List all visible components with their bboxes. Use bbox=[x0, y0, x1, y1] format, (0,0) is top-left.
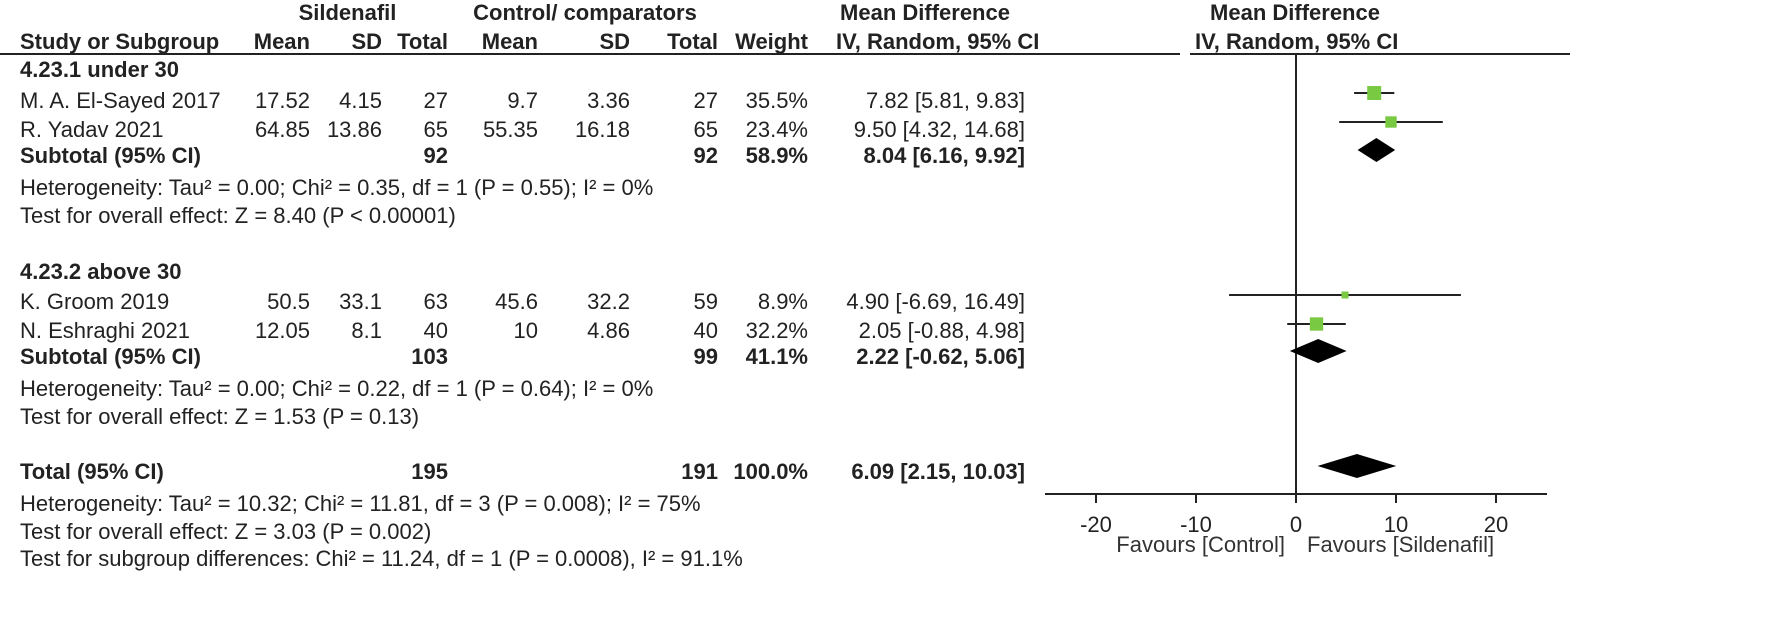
col-sd2: SD bbox=[599, 29, 630, 54]
x-tick-label: -10 bbox=[1180, 512, 1212, 537]
col-total1: Total bbox=[397, 29, 448, 54]
total2: 40 bbox=[693, 318, 718, 343]
total1: 92 bbox=[423, 143, 448, 168]
sd2: 4.86 bbox=[587, 318, 630, 343]
total1: 27 bbox=[423, 88, 448, 113]
total1: 65 bbox=[423, 117, 448, 142]
weight: 32.2% bbox=[745, 318, 808, 343]
col-weight: Weight bbox=[735, 29, 808, 54]
col-md: IV, Random, 95% CI bbox=[836, 29, 1040, 54]
header-rule bbox=[0, 53, 1180, 55]
total1: 195 bbox=[411, 459, 448, 484]
mean2: 45.6 bbox=[495, 289, 538, 314]
col-study: Study or Subgroup bbox=[20, 29, 220, 54]
ci: 2.22 [-0.62, 5.06] bbox=[856, 344, 1025, 369]
mean2: 10 bbox=[513, 318, 538, 343]
subtotal-label: Subtotal (95% CI) bbox=[20, 344, 201, 369]
forest-marks bbox=[1229, 86, 1461, 478]
mean2: 9.7 bbox=[507, 88, 538, 113]
weight: 35.5% bbox=[745, 88, 808, 113]
total1: 63 bbox=[423, 289, 448, 314]
weight: 58.9% bbox=[745, 143, 808, 168]
sd2: 3.36 bbox=[587, 88, 630, 113]
total2: 99 bbox=[693, 344, 718, 369]
heterogeneity-text: Heterogeneity: Tau² = 0.00; Chi² = 0.35,… bbox=[20, 175, 654, 200]
mean1: 17.52 bbox=[254, 88, 310, 113]
x-axis-ticks: -20 -10 0 10 20 bbox=[1080, 494, 1508, 537]
overall-effect-text: Test for overall effect: Z = 8.40 (P < 0… bbox=[20, 203, 456, 228]
study-name: K. Groom 2019 bbox=[20, 289, 170, 314]
total2: 92 bbox=[693, 143, 718, 168]
favours-right-label: Favours [Sildenafil] bbox=[1307, 532, 1494, 557]
overall-effect-text: Test for overall effect: Z = 3.03 (P = 0… bbox=[20, 519, 432, 544]
study-name: M. A. El-Sayed 2017 bbox=[20, 88, 221, 113]
sd1: 33.1 bbox=[339, 289, 382, 314]
heterogeneity-text: Heterogeneity: Tau² = 10.32; Chi² = 11.8… bbox=[20, 491, 701, 516]
total2: 27 bbox=[693, 88, 718, 113]
total2: 191 bbox=[681, 459, 718, 484]
weight: 23.4% bbox=[745, 117, 808, 142]
total1: 40 bbox=[423, 318, 448, 343]
x-tick-label: -20 bbox=[1080, 512, 1112, 537]
ci: 2.05 [-0.88, 4.98] bbox=[858, 318, 1025, 343]
plot-title: Mean Difference bbox=[1210, 0, 1380, 25]
group2-title: Control/ comparators bbox=[473, 0, 697, 25]
ci: 4.90 [-6.69, 16.49] bbox=[846, 289, 1025, 314]
favours-left-label: Favours [Control] bbox=[1116, 532, 1285, 557]
study-square bbox=[1309, 317, 1324, 331]
sd1: 8.1 bbox=[351, 318, 382, 343]
col-total2: Total bbox=[667, 29, 718, 54]
mean1: 50.5 bbox=[267, 289, 310, 314]
study-name: R. Yadav 2021 bbox=[20, 117, 164, 142]
pooled-diamond bbox=[1317, 454, 1397, 478]
col-mean1: Mean bbox=[253, 29, 310, 54]
sd2: 32.2 bbox=[587, 289, 630, 314]
heterogeneity-text: Heterogeneity: Tau² = 0.00; Chi² = 0.22,… bbox=[20, 376, 654, 401]
group1-title: Sildenafil bbox=[298, 0, 397, 25]
md-title: Mean Difference bbox=[840, 0, 1010, 25]
weight: 8.9% bbox=[757, 289, 808, 314]
total2: 65 bbox=[693, 117, 718, 142]
mean2: 55.35 bbox=[482, 117, 538, 142]
study-square bbox=[1341, 291, 1349, 299]
pooled-diamond bbox=[1289, 339, 1347, 363]
total2: 59 bbox=[693, 289, 718, 314]
weight: 100.0% bbox=[733, 459, 808, 484]
ci: 6.09 [2.15, 10.03] bbox=[851, 459, 1025, 484]
total1: 103 bbox=[411, 344, 448, 369]
study-name: N. Eshraghi 2021 bbox=[20, 318, 190, 343]
sd2: 16.18 bbox=[574, 117, 630, 142]
plot-subtitle: IV, Random, 95% CI bbox=[1195, 29, 1399, 54]
mean1: 12.05 bbox=[254, 318, 310, 343]
overall-effect-text: Test for overall effect: Z = 1.53 (P = 0… bbox=[20, 404, 420, 429]
total-label: Total (95% CI) bbox=[20, 459, 164, 484]
mean1: 64.85 bbox=[254, 117, 310, 142]
subgroup-title: 4.23.1 under 30 bbox=[20, 57, 179, 82]
subtotal-label: Subtotal (95% CI) bbox=[20, 143, 201, 168]
header-rule-plot bbox=[1190, 53, 1570, 55]
x-tick-label: 20 bbox=[1484, 512, 1508, 537]
sd1: 13.86 bbox=[326, 117, 382, 142]
subgroup-title: 4.23.2 above 30 bbox=[20, 259, 182, 284]
x-tick-label: 10 bbox=[1384, 512, 1408, 537]
subgroup-differences-text: Test for subgroup differences: Chi² = 11… bbox=[20, 546, 743, 571]
study-square bbox=[1367, 86, 1382, 100]
pooled-diamond bbox=[1357, 138, 1396, 162]
weight: 41.1% bbox=[745, 344, 808, 369]
x-tick-label: 0 bbox=[1290, 512, 1302, 537]
sd1: 4.15 bbox=[339, 88, 382, 113]
ci: 8.04 [6.16, 9.92] bbox=[863, 143, 1025, 168]
col-mean2: Mean bbox=[481, 29, 538, 54]
col-sd1: SD bbox=[351, 29, 382, 54]
ci: 7.82 [5.81, 9.83] bbox=[865, 88, 1025, 113]
ci: 9.50 [4.32, 14.68] bbox=[853, 117, 1025, 142]
study-square bbox=[1385, 116, 1397, 128]
